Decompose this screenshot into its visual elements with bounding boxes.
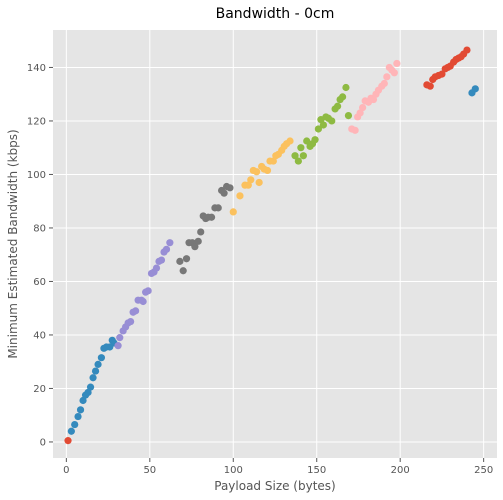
x-tick-label: 50 bbox=[143, 465, 156, 476]
data-point-series-7 bbox=[390, 69, 398, 77]
data-point-series-2 bbox=[91, 367, 100, 375]
data-point-series-6 bbox=[297, 144, 305, 152]
data-point-series-4 bbox=[176, 257, 184, 265]
x-tick-label: 0 bbox=[63, 465, 69, 476]
data-point-series-5 bbox=[236, 192, 244, 200]
y-tick-label: 120 bbox=[27, 116, 46, 127]
data-point-series-3 bbox=[116, 334, 124, 342]
x-tick-label: 200 bbox=[391, 465, 410, 476]
data-point-series-3 bbox=[162, 245, 171, 253]
data-point-series-6 bbox=[344, 112, 353, 120]
data-point-series-3 bbox=[132, 307, 140, 315]
data-point-series-2 bbox=[89, 374, 97, 382]
x-tick-label: 150 bbox=[307, 465, 326, 476]
y-tick-label: 40 bbox=[33, 330, 46, 341]
data-point-series-5 bbox=[244, 181, 252, 189]
data-point-series-4 bbox=[226, 184, 234, 192]
x-axis-label: Payload Size (bytes) bbox=[214, 479, 335, 493]
data-point-series-6 bbox=[314, 125, 322, 133]
data-point-series-5 bbox=[229, 208, 237, 216]
data-point-series-2 bbox=[86, 383, 95, 391]
y-tick-label: 80 bbox=[33, 223, 46, 234]
data-point-series-2 bbox=[71, 420, 79, 429]
data-point-series-4 bbox=[197, 228, 205, 236]
data-point-series-4 bbox=[214, 204, 222, 212]
data-point-series-6 bbox=[291, 152, 299, 160]
y-tick-label: 60 bbox=[33, 277, 46, 288]
data-point-series-2 bbox=[84, 388, 92, 397]
data-point-series-8 bbox=[438, 70, 446, 78]
data-point-series-4 bbox=[194, 237, 202, 245]
data-point-series-2 bbox=[67, 427, 75, 435]
x-tick-label: 100 bbox=[224, 465, 243, 476]
data-point-series-5 bbox=[255, 178, 263, 187]
y-tick-label: 0 bbox=[40, 437, 46, 448]
data-point-series-4 bbox=[179, 267, 187, 275]
data-point-series-4 bbox=[191, 243, 199, 251]
data-point-series-7 bbox=[380, 79, 388, 88]
data-point-series-6 bbox=[294, 157, 302, 165]
y-tick-label: 140 bbox=[27, 63, 46, 74]
data-point-series-7 bbox=[356, 109, 364, 117]
data-point-series-7 bbox=[359, 103, 367, 112]
x-tick-label: 250 bbox=[474, 465, 493, 476]
data-point-series-2 bbox=[97, 354, 106, 362]
grid-lines bbox=[53, 30, 497, 458]
data-point-series-6 bbox=[342, 83, 350, 92]
plot-background bbox=[53, 30, 497, 458]
data-point-series-6 bbox=[339, 93, 347, 101]
data-point-series-5 bbox=[286, 137, 294, 145]
data-point-series-3 bbox=[139, 297, 147, 306]
data-point-series-3 bbox=[152, 264, 161, 272]
y-axis-ticks: 0 20 40 60 80 100 120 140 bbox=[27, 63, 53, 448]
data-point-series-5 bbox=[247, 176, 255, 184]
data-point-series-3 bbox=[157, 256, 166, 264]
data-point-series-7 bbox=[393, 59, 401, 68]
data-point-series-1 bbox=[64, 437, 72, 445]
data-point-series-5 bbox=[269, 157, 277, 165]
data-point-series-4 bbox=[207, 213, 216, 221]
data-point-series-2 bbox=[74, 412, 82, 421]
data-point-series-3 bbox=[166, 239, 174, 247]
data-point-series-7 bbox=[383, 73, 391, 81]
data-point-series-6 bbox=[299, 152, 307, 160]
data-point-series-5 bbox=[253, 168, 261, 176]
data-point-series-6 bbox=[319, 121, 328, 129]
data-points bbox=[64, 46, 479, 445]
data-point-series-9 bbox=[471, 85, 479, 93]
data-point-series-6 bbox=[333, 102, 342, 110]
data-point-series-2 bbox=[94, 360, 102, 368]
data-point-series-3 bbox=[127, 317, 135, 326]
data-point-series-2 bbox=[76, 406, 85, 414]
data-point-series-7 bbox=[369, 95, 378, 104]
data-point-series-3 bbox=[144, 287, 152, 295]
y-tick-label: 20 bbox=[33, 384, 46, 395]
data-point-series-7 bbox=[351, 126, 359, 134]
data-point-series-5 bbox=[263, 166, 272, 175]
data-point-series-2 bbox=[79, 396, 87, 405]
data-point-series-3 bbox=[114, 342, 122, 350]
data-point-series-6 bbox=[328, 117, 336, 125]
data-point-series-4 bbox=[182, 255, 191, 263]
y-tick-label: 100 bbox=[27, 170, 46, 181]
data-point-series-8 bbox=[463, 46, 471, 54]
chart-title: Bandwidth - 0cm bbox=[216, 6, 335, 22]
data-point-series-6 bbox=[303, 137, 311, 145]
data-point-series-6 bbox=[311, 136, 319, 144]
data-point-series-4 bbox=[220, 189, 228, 197]
x-axis-ticks: 0 50 100 150 200 250 bbox=[63, 458, 493, 476]
data-point-series-8 bbox=[426, 82, 434, 90]
y-axis-label: Minimum Estimated Bandwidth (kbps) bbox=[6, 129, 20, 358]
